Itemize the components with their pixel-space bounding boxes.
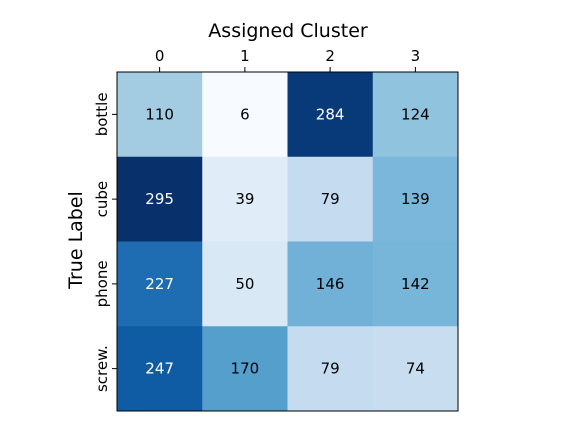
heatmap-cell bbox=[372, 72, 459, 158]
cell-value-label: 110 bbox=[145, 105, 174, 123]
heatmap-cell bbox=[287, 241, 374, 327]
x-tick-label: 0 bbox=[155, 47, 165, 65]
x-tick-label: 3 bbox=[411, 47, 421, 65]
y-axis-title: True Label bbox=[65, 191, 87, 290]
heatmap-cell bbox=[287, 72, 374, 158]
y-tick-label: phone bbox=[93, 260, 111, 307]
heatmap-cell bbox=[202, 156, 288, 242]
heatmap-cell bbox=[202, 241, 288, 327]
cell-value-label: 6 bbox=[240, 105, 250, 123]
cell-value-label: 139 bbox=[401, 190, 430, 208]
cell-value-label: 146 bbox=[316, 275, 345, 293]
heatmap-cell bbox=[372, 241, 459, 327]
y-tick-label: screw. bbox=[93, 345, 111, 392]
heatmap-cell bbox=[372, 156, 459, 242]
cell-value-label: 79 bbox=[321, 360, 340, 378]
heatmap-cell bbox=[372, 326, 459, 412]
x-axis-title: Assigned Cluster bbox=[208, 20, 368, 42]
cell-value-label: 170 bbox=[231, 360, 260, 378]
x-axis-ticks: 0 1 2 3 bbox=[155, 47, 420, 72]
heatmap-cell-labels: 110 6 284 124 295 39 79 139 227 50 146 142 247 170 79 7… bbox=[145, 105, 429, 377]
y-axis-ticks: bottle cube phone screw. bbox=[93, 92, 117, 392]
heatmap-cell bbox=[287, 156, 374, 242]
plot-frame bbox=[116, 71, 459, 412]
heatmap-cell bbox=[117, 72, 203, 158]
heatmap-cells bbox=[117, 72, 459, 412]
cell-value-label: 74 bbox=[406, 360, 425, 378]
cell-value-label: 39 bbox=[235, 190, 254, 208]
y-tick-label: bottle bbox=[93, 92, 111, 136]
heatmap-cell bbox=[117, 156, 203, 242]
cell-value-label: 247 bbox=[145, 360, 174, 378]
y-tick-label: cube bbox=[93, 181, 111, 218]
heatmap-cell bbox=[202, 326, 288, 412]
cell-value-label: 284 bbox=[316, 105, 345, 123]
x-tick-label: 2 bbox=[325, 47, 335, 65]
heatmap-cell bbox=[287, 326, 374, 412]
cell-value-label: 142 bbox=[401, 275, 430, 293]
cell-value-label: 124 bbox=[401, 105, 430, 123]
heatmap-cell bbox=[117, 326, 203, 412]
heatmap-cell bbox=[117, 241, 203, 327]
x-tick-label: 1 bbox=[240, 47, 250, 65]
cell-value-label: 227 bbox=[145, 275, 174, 293]
cell-value-label: 295 bbox=[145, 190, 174, 208]
cell-value-label: 50 bbox=[235, 275, 254, 293]
heatmap-cell bbox=[202, 72, 288, 158]
cell-value-label: 79 bbox=[321, 190, 340, 208]
